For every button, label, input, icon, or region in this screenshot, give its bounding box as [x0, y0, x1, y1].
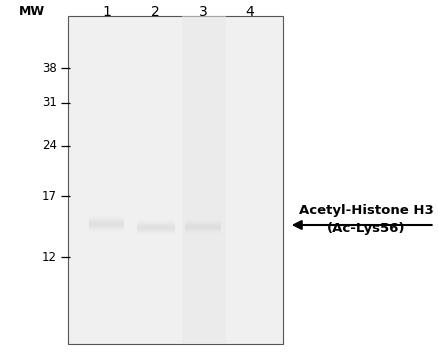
Bar: [68, 16, 283, 344]
Bar: [185, 221, 221, 222]
Bar: [89, 223, 124, 224]
Bar: [89, 218, 124, 219]
Text: 3: 3: [198, 5, 207, 18]
Bar: [136, 221, 175, 222]
Bar: [89, 224, 124, 225]
Bar: [185, 225, 221, 226]
Bar: [136, 229, 175, 230]
Bar: [89, 227, 124, 228]
Bar: [185, 219, 221, 220]
Bar: [89, 229, 124, 230]
Bar: [89, 220, 124, 221]
Bar: [136, 234, 175, 235]
Text: Acetyl-Histone H3: Acetyl-Histone H3: [299, 204, 433, 217]
Bar: [89, 225, 124, 226]
Bar: [185, 220, 221, 221]
Bar: [136, 224, 175, 225]
Bar: [185, 226, 221, 227]
Bar: [136, 231, 175, 232]
Text: (Ac-Lys56): (Ac-Lys56): [327, 222, 405, 235]
Bar: [136, 227, 175, 228]
Text: MW: MW: [18, 5, 45, 18]
Bar: [136, 228, 175, 229]
Bar: [185, 233, 221, 234]
Text: 1: 1: [102, 5, 111, 18]
Bar: [185, 228, 221, 229]
Bar: [89, 232, 124, 233]
Text: 17: 17: [42, 190, 57, 203]
Bar: [136, 225, 175, 226]
Text: 31: 31: [42, 96, 57, 109]
Bar: [89, 219, 124, 220]
Bar: [136, 233, 175, 234]
Bar: [89, 226, 124, 227]
Text: 12: 12: [42, 251, 57, 264]
Bar: [89, 222, 124, 223]
Bar: [185, 232, 221, 233]
Bar: [136, 223, 175, 224]
Bar: [182, 16, 226, 344]
Bar: [136, 230, 175, 231]
Bar: [185, 227, 221, 228]
Bar: [185, 231, 221, 232]
Bar: [89, 230, 124, 231]
Bar: [89, 221, 124, 222]
Bar: [89, 228, 124, 229]
Text: 38: 38: [42, 62, 57, 75]
Text: 4: 4: [244, 5, 253, 18]
Bar: [136, 232, 175, 233]
Bar: [185, 229, 221, 230]
Bar: [185, 224, 221, 225]
Bar: [89, 215, 124, 216]
Bar: [136, 226, 175, 227]
Bar: [89, 217, 124, 218]
Text: 24: 24: [42, 139, 57, 152]
Bar: [136, 222, 175, 223]
Bar: [185, 222, 221, 223]
Bar: [89, 216, 124, 217]
Bar: [89, 231, 124, 232]
Bar: [136, 220, 175, 221]
Bar: [185, 230, 221, 231]
Text: 2: 2: [151, 5, 160, 18]
Bar: [185, 223, 221, 224]
